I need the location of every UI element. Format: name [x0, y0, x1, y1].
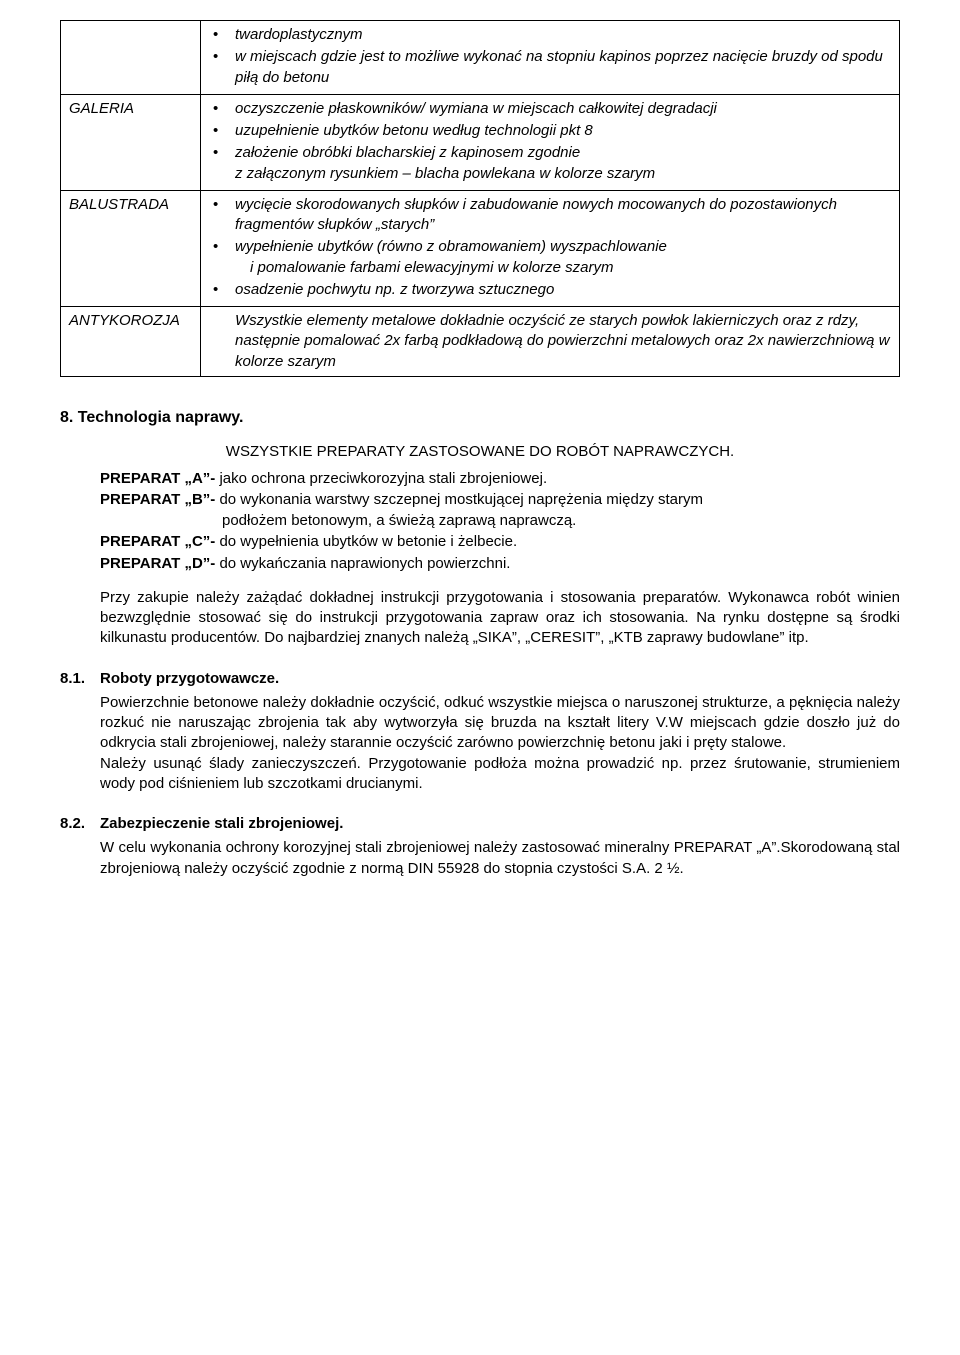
- list-item: twardoplastycznym: [231, 25, 891, 45]
- row3-label: ANTYKOROZJA: [61, 307, 201, 377]
- subsection-8-2: 8.2. Zabezpieczenie stali zbrojeniowej.: [60, 814, 900, 834]
- list-item: w miejscach gdzie jest to możliwe wykona…: [231, 47, 891, 88]
- row3-text: Wszystkie elementy metalowe dokładnie oc…: [209, 311, 891, 372]
- prep-c: PREPARAT „C”- do wypełnienia ubytków w b…: [100, 532, 900, 552]
- row3-content: Wszystkie elementy metalowe dokładnie oc…: [201, 307, 900, 377]
- section-8-paragraph: Przy zakupie należy zażądać dokładnej in…: [100, 588, 900, 649]
- repair-table: twardoplastycznym w miejscach gdzie jest…: [60, 20, 900, 377]
- list-item: osadzenie pochwytu np. z tworzywa sztucz…: [231, 280, 891, 300]
- prep-b: PREPARAT „B”- do wykonania warstwy szcze…: [100, 490, 900, 510]
- subsection-title: Roboty przygotowawcze.: [100, 669, 279, 689]
- prep-b-line2: podłożem betonowym, a świeżą zaprawą nap…: [100, 511, 900, 531]
- row0-label: [61, 21, 201, 95]
- row2-label: BALUSTRADA: [61, 190, 201, 306]
- subsection-num: 8.1.: [60, 669, 100, 689]
- row1-label: GALERIA: [61, 94, 201, 190]
- prep-d: PREPARAT „D”- do wykańczania naprawionyc…: [100, 554, 900, 574]
- subsection-8-1-text: Powierzchnie betonowe należy dokładnie o…: [100, 693, 900, 794]
- row0-content: twardoplastycznym w miejscach gdzie jest…: [201, 21, 900, 95]
- list-item: założenie obróbki blacharskiej z kapinos…: [231, 143, 891, 184]
- section-8-title: 8. Technologia naprawy.: [60, 407, 900, 429]
- list-item: oczyszczenie płaskowników/ wymiana w mie…: [231, 99, 891, 119]
- preparat-list: PREPARAT „A”- jako ochrona przeciwkorozy…: [100, 469, 900, 574]
- list-item: wycięcie skorodowanych słupków i zabudow…: [231, 195, 891, 236]
- subsection-num: 8.2.: [60, 814, 100, 834]
- list-item: wypełnienie ubytków (równo z obramowanie…: [231, 237, 891, 278]
- subsection-8-2-text: W celu wykonania ochrony korozyjnej stal…: [100, 838, 900, 879]
- prep-a: PREPARAT „A”- jako ochrona przeciwkorozy…: [100, 469, 900, 489]
- subsection-title: Zabezpieczenie stali zbrojeniowej.: [100, 814, 343, 834]
- row1-content: oczyszczenie płaskowników/ wymiana w mie…: [201, 94, 900, 190]
- center-heading: WSZYSTKIE PREPARATY ZASTOSOWANE DO ROBÓT…: [60, 442, 900, 462]
- list-item: uzupełnienie ubytków betonu według techn…: [231, 121, 891, 141]
- row2-content: wycięcie skorodowanych słupków i zabudow…: [201, 190, 900, 306]
- subsection-8-1: 8.1. Roboty przygotowawcze.: [60, 669, 900, 689]
